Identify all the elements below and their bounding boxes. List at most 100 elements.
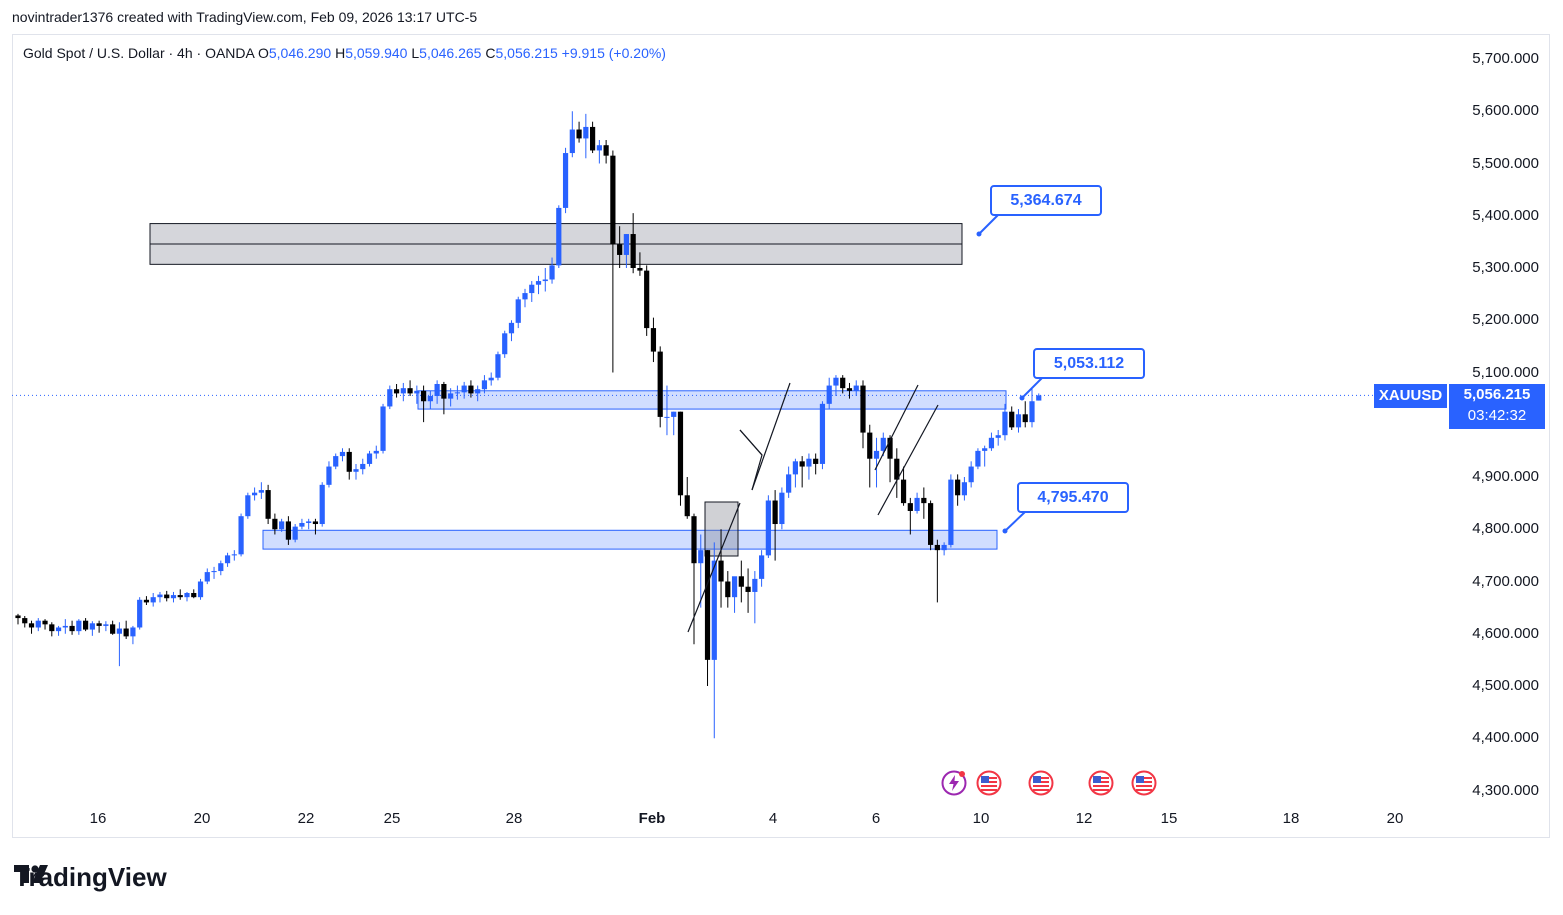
candle-body [650,328,657,352]
candle-body [265,490,271,519]
candle-body [752,578,758,592]
candle-body [941,544,947,551]
candle-body [772,500,778,525]
candle-body [873,450,880,459]
candle-body [326,466,332,485]
candle-body [1022,414,1028,423]
candle-body [110,624,116,634]
candle-body [116,628,122,634]
candle-body [495,354,501,378]
open-label: O [257,45,269,61]
candle-body [583,126,589,139]
candle-body [1029,401,1035,423]
candle-body [103,624,109,626]
candle-body [792,461,798,475]
candle-body [197,581,204,598]
callout-anchor [1019,395,1025,401]
candle-body [380,406,386,451]
candle-body [475,389,481,394]
bolt-event-icon[interactable] [941,770,967,796]
candle-body [745,586,751,592]
candle-body [360,463,366,470]
candle-body [867,432,873,459]
candle-body [704,550,711,660]
candle-body [252,492,258,496]
trend-line [751,382,791,491]
candle-body [35,620,41,628]
candle-body [995,435,1001,438]
callout-resistance-price[interactable]: 5,053.112 [1033,348,1145,379]
candle-body [617,244,623,255]
candle-body [339,451,346,457]
candle-body [272,518,278,530]
candle-body [224,555,231,564]
trend-line [739,429,763,491]
us-flag-icon[interactable] [1028,770,1054,796]
candle-body [955,479,961,496]
candle-body [123,628,129,637]
candle-body [664,416,670,418]
candle-body [529,284,535,294]
candle-body [637,268,643,271]
callout-support-price[interactable]: 4,795.470 [1017,482,1129,513]
instrument-label[interactable]: Gold Spot / U.S. Dollar · 4h · OANDA [23,45,255,61]
candle-body [83,620,89,630]
low-value: 5,046.265 [419,45,482,61]
candle-body [928,503,934,545]
candle-body [711,560,717,660]
zone-support [262,529,998,550]
high-value: 5,059.940 [345,45,408,61]
us-flag-icon[interactable] [976,770,1002,796]
candle-body [238,516,244,555]
bar-countdown: 03:42:32 [1467,407,1527,424]
candle-body [1036,395,1042,401]
x-tick-label: 22 [297,810,315,827]
y-tick-label: 5,700.000 [1472,50,1539,67]
candle-body [786,474,792,493]
candle-body [312,521,319,525]
candle-body [143,599,150,603]
candle-body [407,388,413,394]
us-flag-icon[interactable] [1131,770,1157,796]
candle-body [684,495,690,517]
candle-body [319,484,325,525]
candle-body [671,411,677,417]
tradingview-logo[interactable]: TradingView [14,862,167,893]
candle-body [333,456,339,467]
y-tick-label: 4,300.000 [1472,781,1539,799]
candle-body [1009,411,1015,428]
candle-body [353,469,359,472]
candle-body [69,625,75,632]
candle-body [968,466,974,483]
candle-body [346,451,352,472]
candle-body [813,458,819,464]
candle-body [880,437,886,451]
candle-body [515,299,521,323]
callout-pointer [1004,510,1027,532]
candle-body [819,403,826,464]
x-tick-label: 25 [383,810,401,827]
candle-body [306,521,312,523]
candle-body [698,550,704,564]
candle-body [779,492,785,525]
candle-body [170,595,177,599]
candle-body [900,479,907,504]
candle-body [535,281,542,285]
us-flag-icon[interactable] [1088,770,1114,796]
candle-body [441,383,447,399]
callout-supply-price[interactable]: 5,364.674 [990,185,1102,216]
candle-body [860,385,866,433]
candle-body [55,627,62,632]
y-tick-label: 5,600.000 [1472,102,1539,120]
candle-body [556,207,562,266]
candle-body [177,595,183,598]
candle-body [799,461,805,467]
candle-body [610,155,616,245]
candle-body [15,615,21,619]
candle-body [934,544,940,551]
symbol-tag: XAUUSD [1374,384,1447,408]
candle-body [366,453,373,464]
candle-body [285,521,291,540]
candle-body [245,495,251,517]
